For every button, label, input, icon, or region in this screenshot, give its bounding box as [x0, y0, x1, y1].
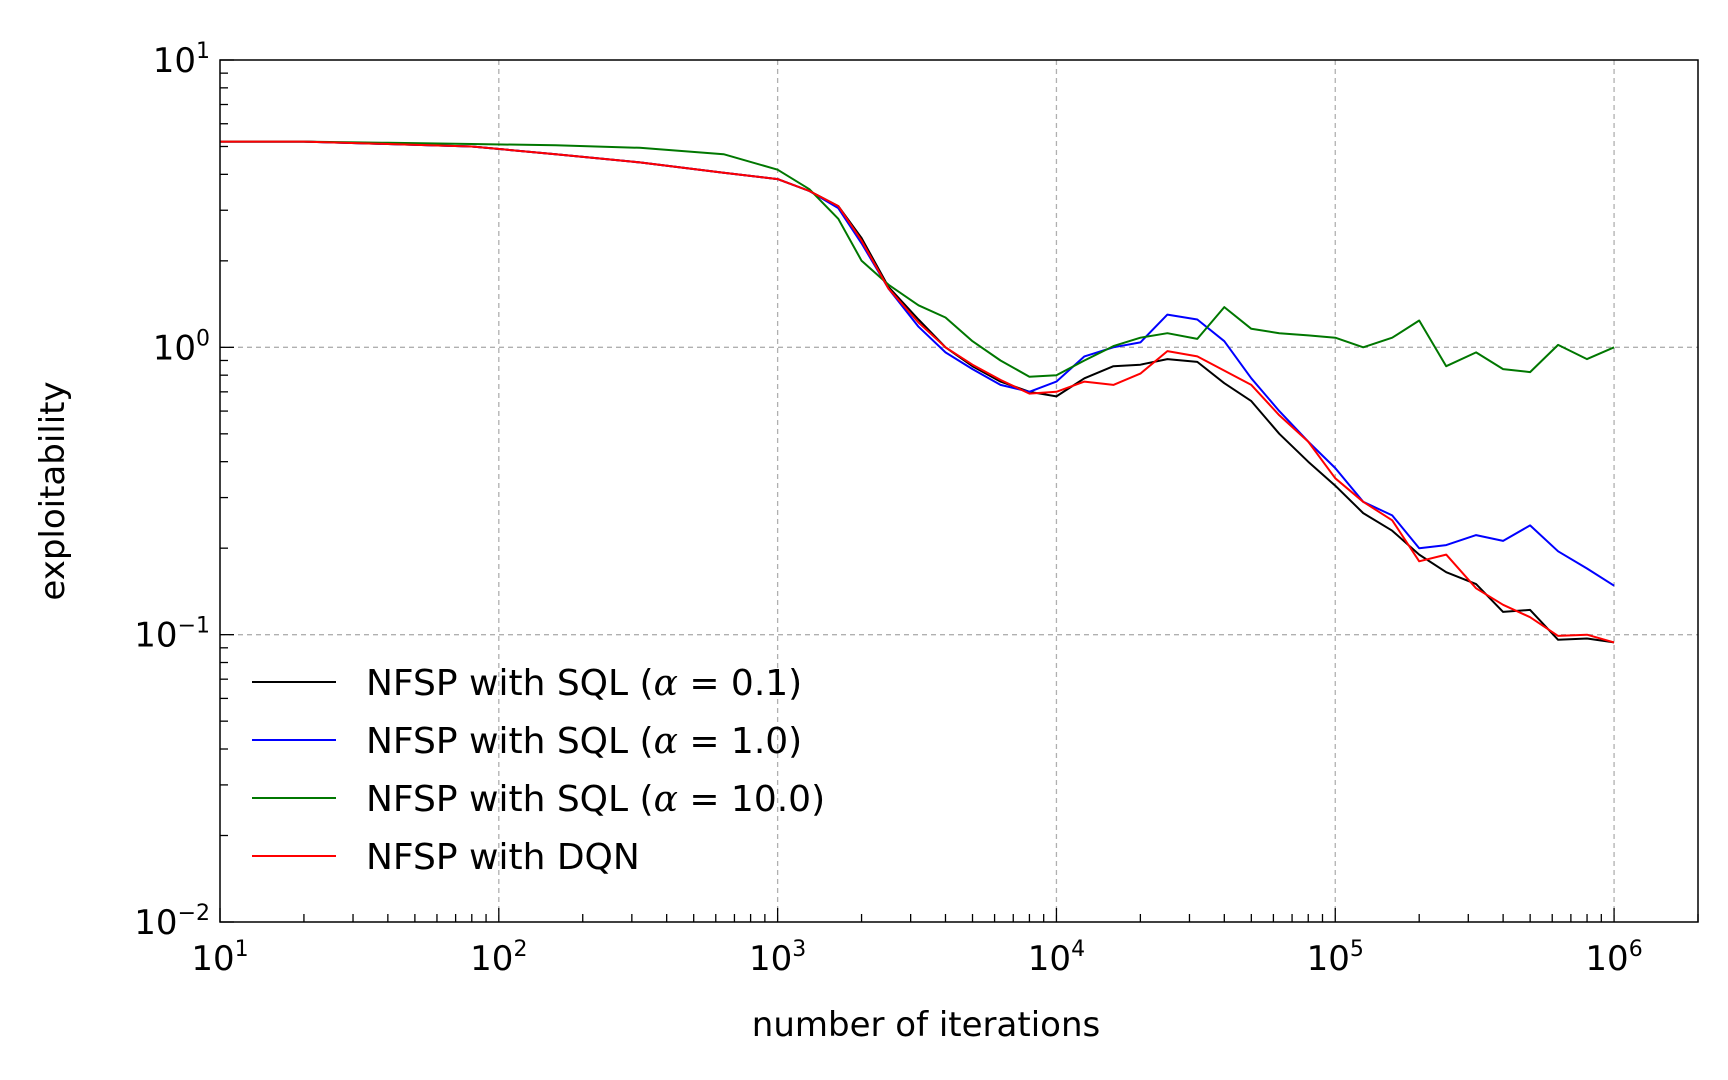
- y-tick-label: 10−2: [134, 901, 210, 943]
- y-axis-label: exploitability: [33, 381, 73, 600]
- legend-label-prefix: NFSP with DQN: [366, 837, 640, 878]
- x-tick-base: 10: [191, 939, 234, 979]
- x-tick-labels: 101 102 103 104 105 106: [191, 937, 1642, 979]
- x-tick-label: 106: [1585, 937, 1642, 979]
- legend-label: NFSP with SQL (α = 10.0): [366, 779, 825, 820]
- x-tick-base: 10: [470, 939, 513, 979]
- legend-label-prefix: NFSP with SQL (: [366, 721, 654, 762]
- y-tick-label: 101: [153, 39, 210, 81]
- series-lines: [220, 140, 1615, 644]
- legend-entry: NFSP with SQL (α = 1.0): [252, 721, 802, 762]
- y-tick-base: 10: [134, 616, 177, 656]
- legend-label-prefix: NFSP with SQL (: [366, 779, 654, 820]
- x-tick-base: 10: [749, 939, 792, 979]
- legend-entry: NFSP with DQN: [252, 837, 640, 878]
- plot-frame: [219, 59, 1699, 923]
- x-tick-exponent: 1: [235, 937, 249, 962]
- legend-label-suffix: = 10.0): [678, 779, 825, 820]
- legend-label: NFSP with DQN: [366, 837, 640, 878]
- x-tick-exponent: 4: [1071, 937, 1085, 962]
- x-tick-exponent: 2: [513, 937, 527, 962]
- axis-ticks: [219, 59, 1699, 923]
- legend-alpha-symbol: α: [654, 721, 678, 762]
- legend-label-suffix: = 1.0): [678, 721, 802, 762]
- legend-entry: NFSP with SQL (α = 0.1): [252, 663, 802, 704]
- x-tick-label: 102: [470, 937, 527, 979]
- legend-alpha-symbol: α: [654, 663, 678, 704]
- legend-label-suffix: = 0.1): [678, 663, 802, 704]
- legend-label: NFSP with SQL (α = 0.1): [366, 663, 802, 704]
- series-line-1: [220, 140, 1615, 644]
- x-tick-base: 10: [1307, 939, 1350, 979]
- legend-entry: NFSP with SQL (α = 10.0): [252, 779, 825, 820]
- y-tick-exponent: 1: [196, 39, 210, 64]
- y-tick-base: 10: [153, 328, 196, 368]
- x-tick-label: 101: [191, 937, 248, 979]
- series-line-4: [220, 140, 1615, 644]
- legend: NFSP with SQL (α = 0.1)NFSP with SQL (α …: [252, 663, 825, 878]
- y-tick-base: 10: [134, 903, 177, 943]
- x-tick-exponent: 3: [792, 937, 806, 962]
- legend-alpha-symbol: α: [654, 779, 678, 820]
- x-tick-label: 103: [749, 937, 806, 979]
- x-tick-label: 104: [1028, 937, 1085, 979]
- y-tick-exponent: 0: [196, 326, 210, 351]
- legend-label: NFSP with SQL (α = 1.0): [366, 721, 802, 762]
- y-tick-label: 10−1: [134, 614, 210, 656]
- x-tick-label: 105: [1307, 937, 1364, 979]
- x-tick-exponent: 6: [1629, 937, 1643, 962]
- x-tick-exponent: 5: [1350, 937, 1364, 962]
- y-tick-exponent: −1: [178, 614, 210, 639]
- legend-label-prefix: NFSP with SQL (: [366, 663, 654, 704]
- series-line-3: [220, 140, 1615, 378]
- x-axis-label: number of iterations: [752, 1005, 1100, 1045]
- x-tick-base: 10: [1585, 939, 1628, 979]
- y-tick-exponent: −2: [178, 901, 210, 926]
- y-tick-label: 100: [153, 326, 210, 368]
- x-tick-base: 10: [1028, 939, 1071, 979]
- series-line-2: [220, 140, 1615, 587]
- y-tick-base: 10: [153, 41, 196, 81]
- grid: [220, 60, 1698, 922]
